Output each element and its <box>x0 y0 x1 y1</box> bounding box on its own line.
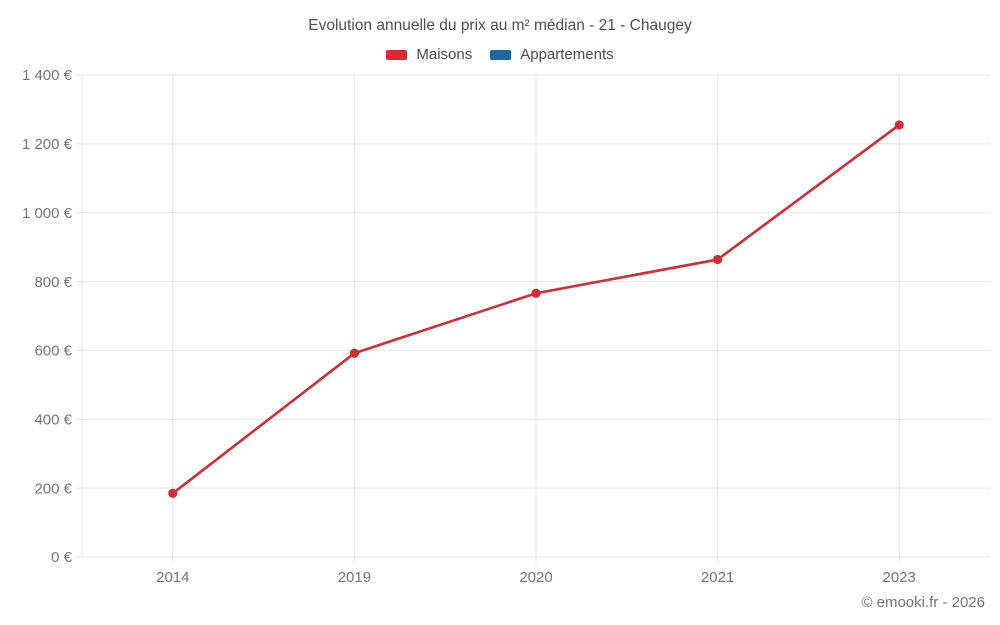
chart-legend: Maisons Appartements <box>0 46 1000 63</box>
copyright-footer: © emooki.fr - 2026 <box>861 594 985 611</box>
chart-title: Evolution annuelle du prix au m² médian … <box>308 17 692 34</box>
legend-swatch-appartements <box>490 49 512 60</box>
y-tick-label: 400 € <box>34 411 72 428</box>
y-tick-label: 1 000 € <box>22 205 73 222</box>
data-point[interactable] <box>168 488 178 498</box>
x-tick-label: 2021 <box>701 569 734 586</box>
x-tick-label: 2020 <box>519 569 552 586</box>
y-tick-label: 600 € <box>34 343 72 360</box>
data-point[interactable] <box>349 348 359 358</box>
x-tick-label: 2023 <box>883 569 916 586</box>
y-tick-label: 1 200 € <box>22 136 73 153</box>
x-tick-label: 2019 <box>338 569 371 586</box>
legend-label: Maisons <box>416 46 473 63</box>
y-tick-label: 200 € <box>34 480 72 497</box>
data-point[interactable] <box>713 254 723 265</box>
legend-item-appartements[interactable]: Appartements <box>490 46 614 63</box>
legend-label: Appartements <box>520 46 614 63</box>
data-point[interactable] <box>531 288 541 298</box>
x-tick-label: 2014 <box>156 569 189 586</box>
legend-swatch-maisons <box>386 49 408 60</box>
y-tick-label: 0 € <box>51 549 73 566</box>
y-tick-label: 1 400 € <box>22 67 73 84</box>
y-tick-label: 800 € <box>34 274 72 291</box>
legend-item-maisons[interactable]: Maisons <box>386 46 472 63</box>
data-point[interactable] <box>894 120 904 130</box>
